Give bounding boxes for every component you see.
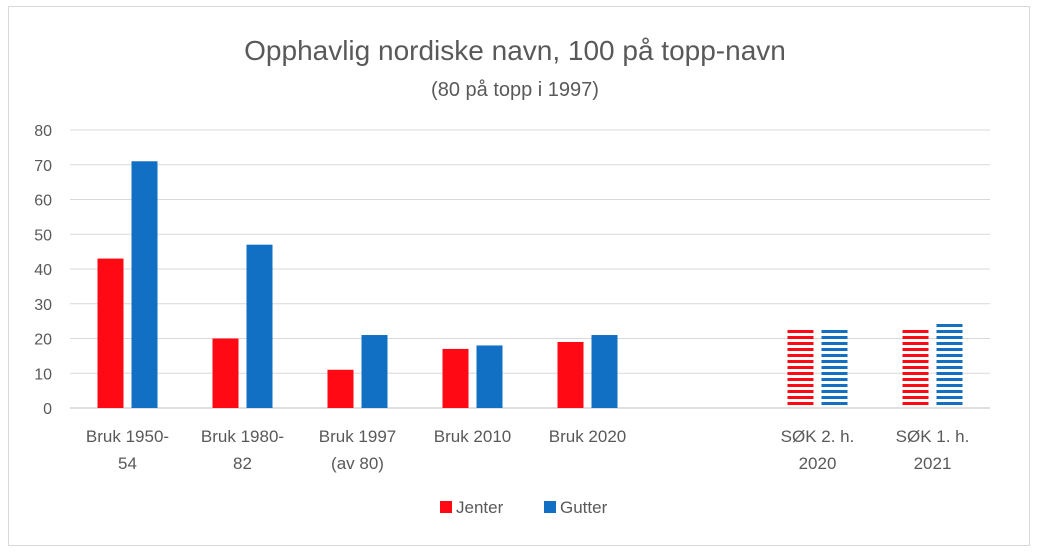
x-tick-label: SØK 2. h. 2020 (781, 427, 855, 473)
x-tick-label: Bruk 2020 (549, 427, 627, 446)
legend-label-gutter: Gutter (560, 498, 608, 517)
y-tick-label: 40 (34, 262, 52, 279)
y-tick-label: 50 (34, 227, 52, 244)
bar-jenter-2 (327, 369, 354, 408)
y-tick-label: 80 (34, 123, 52, 140)
legend-swatch-gutter (544, 501, 556, 513)
y-tick-label: 10 (34, 366, 52, 383)
chart-title: Opphavlig nordiske navn, 100 på topp-nav… (244, 35, 786, 66)
x-tick-label: Bruk 1980-82 (201, 427, 284, 473)
bar-jenter-3 (442, 348, 469, 408)
legend: Jenter Gutter (440, 498, 608, 517)
x-tick-label: Bruk 1997 (av 80) (319, 427, 397, 473)
x-axis-labels: Bruk 1950-54 Bruk 1980-82 Bruk 1997 (av 80)… (86, 427, 969, 473)
bar-jenter-7 (902, 328, 929, 408)
x-tick-label: Bruk 1950-54 (86, 427, 169, 473)
legend-swatch-jenter (440, 501, 452, 513)
bar-jenter-0 (97, 258, 124, 408)
y-tick-label: 30 (34, 297, 52, 314)
bar-jenter-4 (557, 341, 584, 408)
gridlines (70, 129, 990, 409)
x-tick-label: SØK 1. h. 2021 (896, 427, 970, 473)
bar-gutter-0 (131, 161, 158, 408)
bar-gutter-2 (361, 335, 388, 408)
y-tick-label: 20 (34, 332, 52, 349)
y-tick-label: 60 (34, 193, 52, 210)
x-tick-label: Bruk 2010 (434, 427, 512, 446)
chart-subtitle: (80 på topp i 1997) (431, 79, 599, 101)
bars (97, 161, 963, 408)
bar-gutter-3 (476, 345, 503, 408)
y-axis-ticks: 0 10 20 30 40 50 60 70 80 (34, 123, 52, 418)
bar-gutter-4 (591, 335, 618, 408)
legend-label-jenter: Jenter (456, 498, 504, 517)
y-tick-label: 70 (34, 158, 52, 175)
bar-jenter-6 (787, 328, 814, 408)
bar-jenter-1 (212, 338, 239, 408)
bar-gutter-7 (936, 321, 963, 408)
bar-gutter-6 (821, 328, 848, 408)
y-tick-label: 0 (43, 401, 52, 418)
bar-gutter-1 (246, 244, 273, 408)
chart-frame (8, 6, 1030, 546)
